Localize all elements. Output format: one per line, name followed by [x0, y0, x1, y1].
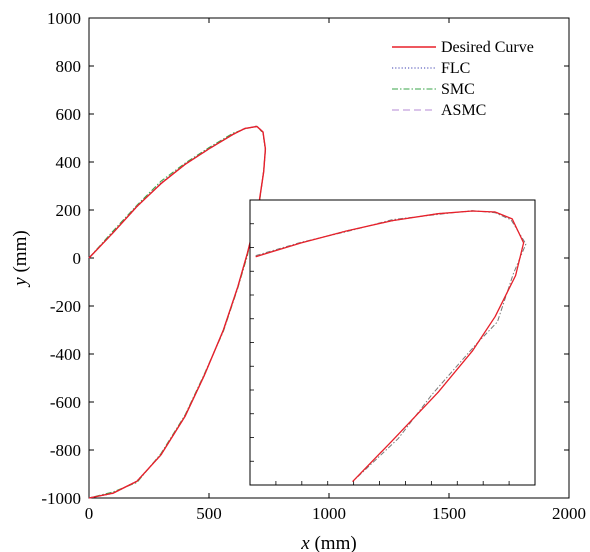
y-tick-label: 200	[56, 201, 82, 220]
x-tick-label: 2000	[552, 504, 586, 523]
inset-series-smc	[255, 210, 527, 482]
x-tick-label: 1500	[432, 504, 466, 523]
legend-label-asmc: ASMC	[441, 102, 486, 119]
inset-series-desired	[255, 210, 525, 483]
x-axis: 0 500 1000 1500 2000	[85, 18, 586, 523]
y-tick-label: -400	[50, 345, 81, 364]
x-tick-label: 0	[85, 504, 94, 523]
y-axis-label: y (mm)	[10, 230, 31, 287]
x-axis-label: x (mm)	[300, 533, 356, 552]
y-tick-label: 0	[73, 249, 82, 268]
inset-zoom-plot	[249, 199, 536, 486]
inset-series	[255, 210, 527, 483]
y-tick-label: -800	[50, 441, 81, 460]
series-line-desired	[88, 125, 267, 499]
y-tick-label: 600	[56, 105, 82, 124]
y-tick-label: -600	[50, 393, 81, 412]
y-tick-label: 400	[56, 153, 82, 172]
y-tick-label: -200	[50, 297, 81, 316]
legend-label-smc: SMC	[441, 81, 475, 98]
legend: Desired Curve FLC SMC ASMC	[392, 39, 534, 119]
x-tick-label: 1000	[312, 504, 346, 523]
x-tick-label: 500	[196, 504, 222, 523]
y-tick-label: -1000	[41, 489, 81, 508]
y-tick-label: 800	[56, 57, 82, 76]
inset-ticks	[249, 199, 536, 486]
main-plot-series	[88, 125, 267, 499]
y-tick-label: 1000	[47, 9, 81, 28]
x-axis-label-unit: (mm)	[310, 533, 357, 552]
legend-label-flc: FLC	[441, 60, 470, 77]
legend-label-desired: Desired Curve	[441, 39, 534, 56]
y-axis-label-unit: (mm)	[10, 230, 31, 277]
x-axis-label-var: x	[300, 533, 310, 552]
inset-frame	[249, 199, 536, 486]
y-axis-label-var: y	[10, 277, 31, 288]
